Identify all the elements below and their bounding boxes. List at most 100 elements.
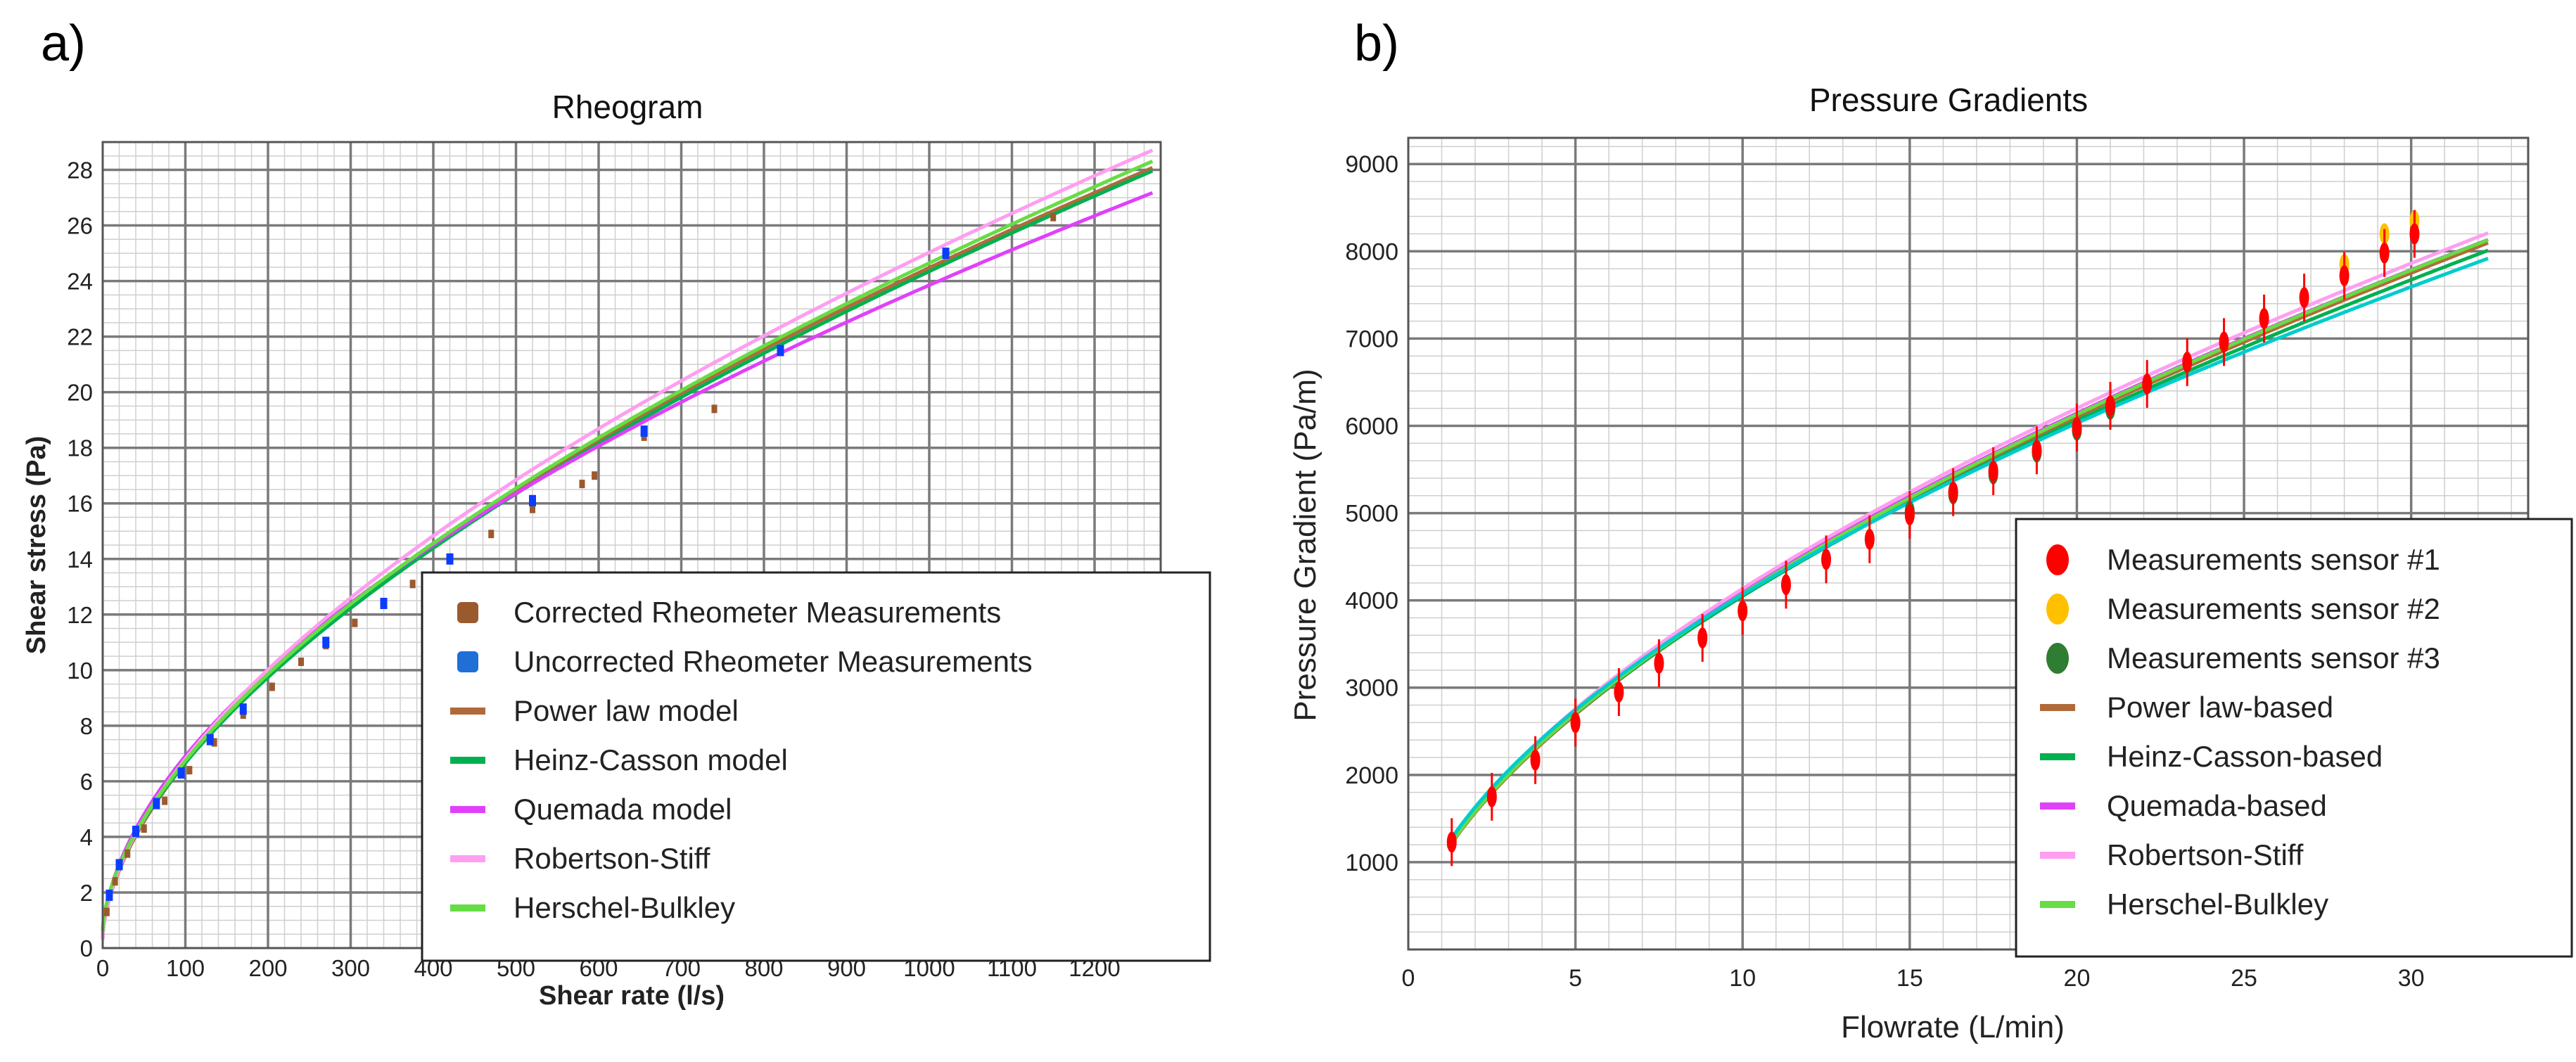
uncorrected-point (322, 636, 330, 648)
chart-a-ylabel: Shear stress (Pa) (22, 436, 51, 655)
uncorrected-point (132, 826, 139, 838)
chart-a-ytick: 12 (67, 602, 93, 628)
corrected-point (579, 480, 585, 489)
legend-b-sensor3-label: Measurements sensor #3 (2107, 641, 2440, 674)
corrected-point (162, 796, 168, 805)
chart-a-ytick: 24 (67, 269, 93, 295)
chart-b-xtick: 25 (2231, 965, 2257, 992)
corrected-point (269, 682, 275, 691)
sensor1-point (1570, 712, 1581, 734)
chart-b-xtick: 15 (1896, 965, 1923, 992)
corrected-point (1050, 212, 1057, 222)
legend-a-quemada-label: Quemada model (514, 793, 732, 826)
uncorrected-point (529, 494, 536, 506)
series-line-quemada-model (101, 191, 1154, 940)
corrected-point (352, 618, 358, 627)
chart-a-xlabel: Shear rate (l/s) (539, 981, 725, 1011)
uncorrected-point (239, 703, 247, 715)
sensor1-point (1614, 681, 1624, 703)
uncorrected-point (640, 425, 648, 437)
sensor1-point (2409, 223, 2420, 245)
legend-b-heinz-label: Heinz-Casson-based (2107, 740, 2383, 773)
legend-b-sensor2-label: Measurements sensor #2 (2107, 592, 2440, 625)
uncorrected-point (206, 734, 214, 746)
chart-a-xtick: 200 (248, 955, 287, 981)
uncorrected-point (777, 345, 784, 357)
sensor1-point (2339, 265, 2349, 287)
legend-a-robertson-label: Robertson-Stiff (514, 842, 710, 875)
corrected-point (112, 877, 118, 886)
legend-b-herschel-label: Herschel-Bulkley (2107, 888, 2328, 921)
sensor1-point (2182, 351, 2193, 373)
chart-b-ytick: 2000 (1345, 762, 1398, 789)
chart-b-ytick: 9000 (1345, 151, 1398, 178)
corrected-point (211, 738, 217, 747)
sensor1-point (2105, 395, 2115, 416)
chart-a-ytick: 20 (67, 380, 93, 406)
chart-b-ylabel: Pressure Gradient (Pa/m) (1288, 369, 1322, 721)
chart-b-ticks: 0 5 10 15 20 25 30 1000 2000 3000 4000 5000 6000 7000… (1345, 151, 2424, 992)
sensor1-point (2072, 416, 2082, 438)
chart-a-ytick: 4 (80, 824, 93, 850)
corrected-point (125, 849, 131, 858)
corrected-point (409, 580, 416, 589)
rheogram-chart: Rheogram 0 100 200 300 400 500 600 700 800 900 100… (22, 89, 1211, 1011)
sensor1-point (1486, 786, 1497, 807)
sensor1-point (1654, 652, 1664, 674)
chart-a-title: Rheogram (552, 89, 703, 125)
sensor1-point (2259, 307, 2269, 329)
corrected-point (186, 766, 193, 775)
chart-b-xtick: 0 (1402, 965, 1415, 992)
sensor1-point (1864, 528, 1875, 550)
sensor1-point (1948, 481, 1958, 503)
legend-a-heinz-label: Heinz-Casson model (514, 743, 788, 776)
uncorrected-point (446, 553, 454, 565)
chart-b-legend-box (2015, 518, 2573, 958)
chart-b-ytick: 8000 (1345, 238, 1398, 265)
legend-a-corrected-label: Corrected Rheometer Measurements (514, 596, 1001, 629)
chart-a-xtick: 300 (331, 955, 370, 981)
uncorrected-point (380, 597, 388, 609)
legend-a-uncorrected-label: Uncorrected Rheometer Measurements (514, 645, 1033, 678)
chart-a-legend-box (421, 571, 1211, 962)
chart-a-ytick: 2 (80, 880, 93, 906)
legend-b-power-label: Power law-based (2107, 691, 2333, 724)
sensor1-point (2142, 373, 2153, 395)
sensor1-point (1737, 600, 1748, 622)
corrected-point (298, 657, 304, 666)
chart-a-ytick: 6 (80, 769, 93, 795)
chart-a-ticks: 0 100 200 300 400 500 600 700 800 900 1000 1100 1200… (67, 158, 1120, 981)
chart-b-ytick: 1000 (1345, 850, 1398, 876)
chart-a-xtick: 100 (166, 955, 205, 981)
corrected-point (488, 530, 495, 539)
chart-b-legend: Measurements sensor #1 Measurements sens… (2015, 518, 2573, 958)
series-line-herschel-bulkley (101, 160, 1154, 932)
legend-a-power-label: Power law model (514, 694, 739, 727)
corrected-point (711, 404, 718, 414)
legend-b-sensor3-swatch (2046, 643, 2069, 674)
sensor1-point (1697, 627, 1708, 649)
sensor1-point (2219, 331, 2229, 353)
sensor1-point (2379, 242, 2390, 264)
chart-a-ytick: 18 (67, 435, 93, 461)
corrected-point (103, 907, 110, 916)
sensor1-point (2032, 440, 2042, 461)
pressure-gradients-chart: Pressure Gradients 0 5 10 15 20 25 30 1000 2000 3… (1288, 82, 2573, 1044)
uncorrected-point (177, 767, 185, 779)
chart-a-ytick: 16 (67, 491, 93, 517)
uncorrected-point (115, 859, 123, 871)
chart-b-xlabel: Flowrate (L/min) (1841, 1010, 2065, 1044)
chart-b-xtick: 10 (1729, 965, 1756, 992)
corrected-point (530, 504, 535, 513)
uncorrected-point (153, 798, 160, 810)
chart-a-ytick: 0 (80, 935, 93, 961)
chart-b-points (1446, 210, 2420, 866)
sensor1-point (1904, 504, 1915, 526)
chart-b-ytick: 5000 (1345, 501, 1398, 527)
uncorrected-point (106, 889, 113, 901)
chart-a-ytick: 14 (67, 546, 93, 572)
legend-b-sensor1-swatch (2046, 544, 2069, 575)
panel-label-b: b) (1354, 15, 1399, 72)
